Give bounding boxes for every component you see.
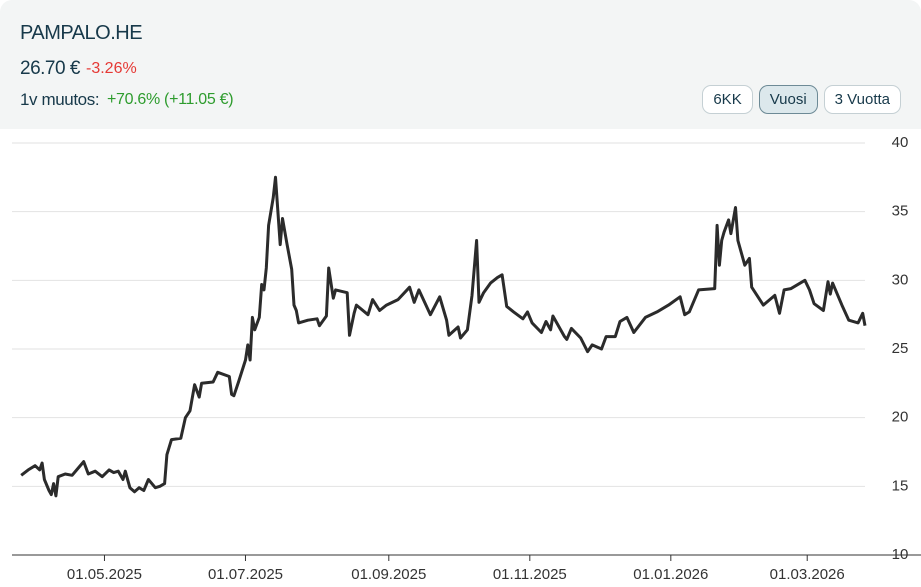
y-tick-label: 40	[892, 134, 909, 151]
price: 26.70 €	[20, 58, 80, 79]
x-tick-label: 01.09.2025	[351, 566, 426, 583]
y-tick-label: 30	[892, 271, 909, 288]
y-tick-label: 25	[892, 340, 909, 357]
y-tick-label: 15	[892, 477, 909, 494]
header: PAMPALO.HE 26.70 € -3.26% 1v muutos: +70…	[0, 0, 921, 129]
x-tick-label: 01.11.2025	[493, 566, 567, 583]
y-tick-label: 35	[892, 203, 909, 220]
range-button[interactable]: 6KK	[702, 85, 753, 114]
range-button[interactable]: Vuosi	[758, 85, 818, 114]
range-buttons: 6KK Vuosi 3 Vuotta	[702, 85, 901, 114]
range-button[interactable]: 3 Vuotta	[823, 85, 901, 114]
change-label: 1v muutos:	[20, 90, 100, 109]
y-tick-label: 10	[892, 546, 909, 563]
price-line	[20, 175, 867, 498]
ticker: PAMPALO.HE	[20, 22, 143, 44]
yearly-change: +70.6% (+11.05 €)	[107, 91, 234, 108]
x-tick-label: 01.01.2026	[633, 566, 708, 583]
x-tick-label: 01.05.2025	[67, 566, 142, 583]
x-tick-label: 01.07.2025	[208, 566, 283, 583]
y-tick-label: 20	[892, 409, 909, 426]
x-tick-label: 01.03.2026	[770, 566, 845, 583]
daily-change: -3.26%	[86, 60, 137, 77]
